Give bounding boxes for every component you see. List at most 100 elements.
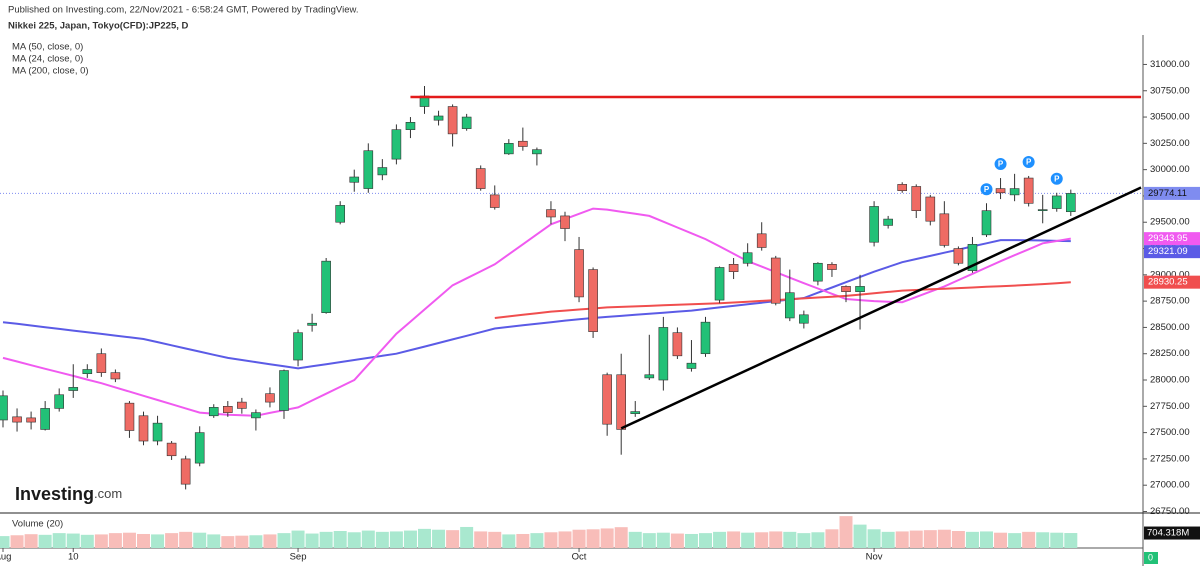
volume-bar bbox=[66, 533, 80, 548]
candle-body bbox=[237, 401, 247, 409]
y-tick-label: 31000.00 bbox=[1150, 59, 1190, 70]
volume-bar bbox=[1036, 532, 1050, 548]
value-label: 29774.11 bbox=[1148, 188, 1187, 199]
candle-body bbox=[54, 394, 65, 409]
y-tick-label: 26750.00 bbox=[1150, 506, 1190, 517]
volume-bar bbox=[333, 531, 347, 548]
candle-body bbox=[307, 322, 317, 326]
volume-bar bbox=[741, 532, 755, 548]
volume-bar bbox=[108, 533, 122, 548]
candle-body bbox=[124, 402, 135, 431]
candle-body bbox=[742, 252, 753, 264]
volume-bar bbox=[867, 529, 881, 548]
volume-title: Volume (20) bbox=[12, 519, 63, 530]
volume-bar bbox=[755, 532, 769, 548]
volume-bar bbox=[488, 531, 502, 548]
volume-bar bbox=[80, 534, 94, 548]
value-label-box bbox=[1144, 245, 1200, 259]
volume-tick-label: 0 bbox=[1148, 552, 1153, 562]
volume-bar bbox=[291, 530, 305, 548]
volume-bar bbox=[221, 536, 235, 548]
volume-bar bbox=[137, 533, 150, 548]
volume-bar bbox=[1050, 532, 1064, 548]
marker bbox=[1022, 155, 1035, 168]
volume-bar bbox=[94, 534, 108, 548]
candle-body bbox=[349, 176, 360, 183]
volume-bar bbox=[839, 516, 853, 548]
candle-body bbox=[939, 213, 950, 246]
candle-body bbox=[447, 106, 458, 135]
volume-bar bbox=[727, 531, 741, 548]
candle-body bbox=[686, 362, 697, 369]
candle-body bbox=[26, 417, 36, 423]
candle-body bbox=[223, 406, 233, 413]
y-tick-label: 27500.00 bbox=[1150, 427, 1190, 438]
candle-body bbox=[321, 260, 331, 313]
volume-bar bbox=[193, 532, 207, 548]
volume-bar bbox=[446, 530, 460, 548]
value-label: 29321.09 bbox=[1148, 246, 1188, 257]
volume-bar bbox=[614, 527, 628, 548]
volume-bar bbox=[994, 532, 1008, 548]
candle-body bbox=[293, 332, 303, 361]
candle-body bbox=[897, 184, 908, 191]
candle-body bbox=[377, 167, 388, 176]
candle-body bbox=[616, 374, 627, 430]
moving-average-line bbox=[2, 239, 1071, 370]
candle-body bbox=[138, 415, 149, 442]
candle-body bbox=[518, 140, 528, 147]
candle-body bbox=[475, 168, 486, 189]
value-label-box bbox=[1144, 232, 1200, 246]
candle-body bbox=[96, 353, 107, 373]
volume-bar bbox=[1064, 533, 1078, 548]
volume-bar bbox=[0, 536, 10, 548]
marker bbox=[994, 158, 1007, 171]
candle-body bbox=[208, 407, 219, 417]
volume-bar bbox=[965, 531, 979, 548]
volume-bar bbox=[24, 534, 38, 548]
candle-body bbox=[560, 215, 570, 229]
candle-body bbox=[841, 286, 851, 292]
candle-body bbox=[728, 264, 739, 272]
volume-bar bbox=[600, 528, 614, 548]
value-label-box bbox=[1144, 275, 1200, 289]
candle-body bbox=[967, 244, 978, 271]
volume-bar bbox=[572, 529, 586, 548]
volume-bar bbox=[52, 533, 66, 548]
volume-bar bbox=[937, 529, 951, 548]
candle-body bbox=[461, 116, 472, 129]
volume-bar bbox=[305, 533, 319, 548]
volume-bar bbox=[797, 533, 811, 548]
candle-body bbox=[883, 218, 893, 226]
x-tick-label: Aug bbox=[0, 552, 11, 563]
plot-area: P P P P bbox=[0, 86, 1143, 548]
y-tick-label: 28750.00 bbox=[1150, 296, 1190, 307]
candle-body bbox=[756, 233, 767, 248]
volume-bar bbox=[460, 526, 474, 548]
y-tick-label: 29500.00 bbox=[1150, 217, 1190, 228]
marker-label: P bbox=[1054, 174, 1060, 183]
volume-bar bbox=[670, 533, 684, 548]
volume-bar bbox=[277, 533, 291, 548]
candle-body bbox=[82, 369, 93, 375]
legend-entry: MA (24, close, 0) bbox=[12, 54, 83, 65]
value-label: 29343.95 bbox=[1148, 233, 1188, 244]
x-tick-label: Sep bbox=[290, 552, 307, 563]
volume-bar bbox=[122, 532, 136, 548]
candle-body bbox=[0, 395, 8, 421]
volume-bar bbox=[909, 530, 923, 548]
volume-bar bbox=[502, 534, 516, 548]
volume-bar bbox=[980, 531, 993, 548]
candle-body bbox=[869, 206, 879, 243]
volume-label-box bbox=[1144, 526, 1200, 540]
logo-suffix: .com bbox=[94, 486, 122, 501]
y-tick-label: 27250.00 bbox=[1150, 453, 1190, 464]
candle-body bbox=[405, 122, 416, 130]
volume-bar bbox=[853, 524, 867, 548]
volume-bar bbox=[179, 531, 193, 548]
candle-body bbox=[503, 143, 514, 155]
marker-label: P bbox=[984, 185, 990, 194]
candle-body bbox=[813, 262, 823, 282]
volume-bar bbox=[347, 532, 361, 548]
